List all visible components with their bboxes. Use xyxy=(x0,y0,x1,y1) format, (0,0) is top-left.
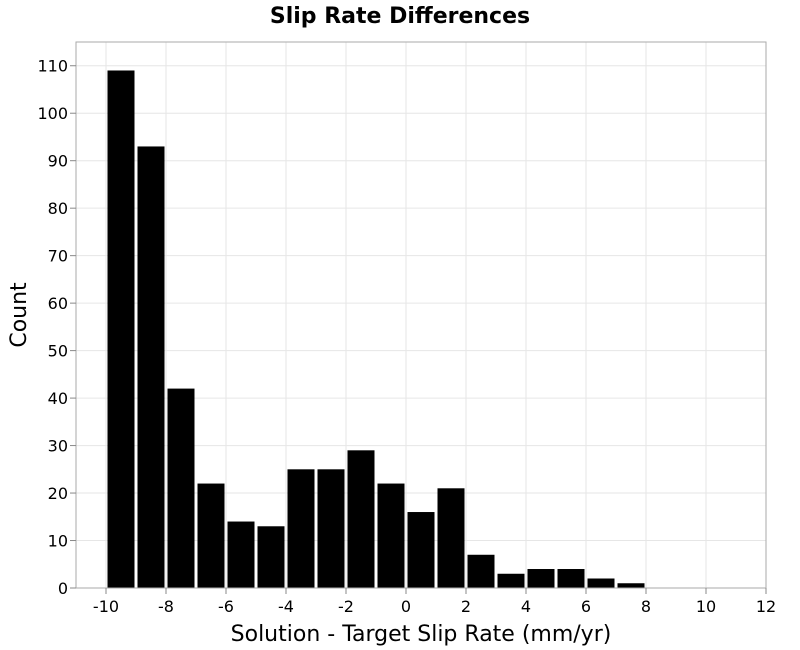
histogram-bar xyxy=(197,483,225,588)
y-tick-label: 70 xyxy=(48,247,68,266)
x-tick-label: -10 xyxy=(93,597,119,616)
chart-title: Slip Rate Differences xyxy=(270,4,530,29)
histogram-bar xyxy=(497,573,525,588)
y-tick-label: 100 xyxy=(37,104,68,123)
x-tick-label: -8 xyxy=(158,597,174,616)
y-tick-label: 10 xyxy=(48,532,68,551)
y-tick-label: 90 xyxy=(48,152,68,171)
histogram-bar xyxy=(317,469,345,588)
histogram-bar xyxy=(527,569,555,588)
histogram-bar xyxy=(377,483,405,588)
histogram-bar xyxy=(617,583,645,588)
y-tick-label: 80 xyxy=(48,199,68,218)
histogram-bar xyxy=(167,388,195,588)
histogram-bar xyxy=(557,569,585,588)
y-tick-label: 30 xyxy=(48,437,68,456)
y-tick-label: 60 xyxy=(48,294,68,313)
x-tick-label: 6 xyxy=(581,597,591,616)
y-tick-label: 50 xyxy=(48,342,68,361)
histogram-bar xyxy=(227,521,255,588)
bars-layer xyxy=(107,70,645,589)
x-tick-label: 0 xyxy=(401,597,411,616)
y-tick-label: 20 xyxy=(48,484,68,503)
histogram-bar xyxy=(407,512,435,588)
y-tick-label: 0 xyxy=(58,579,68,598)
x-tick-label: 8 xyxy=(641,597,651,616)
y-axis-label: Count xyxy=(7,282,32,348)
y-tick-label: 110 xyxy=(37,57,68,76)
histogram-bar xyxy=(437,488,465,588)
x-axis-label: Solution - Target Slip Rate (mm/yr) xyxy=(231,622,612,647)
y-tick-label: 40 xyxy=(48,389,68,408)
x-tick-label: -2 xyxy=(338,597,354,616)
histogram-bar xyxy=(587,578,615,588)
histogram-bar xyxy=(107,70,135,589)
histogram-bar xyxy=(347,450,375,588)
x-tick-label: 2 xyxy=(461,597,471,616)
x-tick-label: -6 xyxy=(218,597,234,616)
histogram-bar xyxy=(467,554,495,588)
x-tick-label: 10 xyxy=(696,597,716,616)
x-tick-label: 12 xyxy=(756,597,776,616)
y-axis-ticks: 0 10 20 30 40 50 60 70 80 90 100 110 xyxy=(37,57,76,598)
histogram-bar xyxy=(257,526,285,588)
histogram-bar xyxy=(137,146,165,588)
histogram-bar xyxy=(287,469,315,588)
x-tick-label: 4 xyxy=(521,597,531,616)
x-axis-ticks: -10 -8 -6 -4 -2 0 2 4 6 8 10 12 xyxy=(93,588,776,616)
plot-frame xyxy=(75,41,767,589)
x-tick-label: -4 xyxy=(278,597,294,616)
